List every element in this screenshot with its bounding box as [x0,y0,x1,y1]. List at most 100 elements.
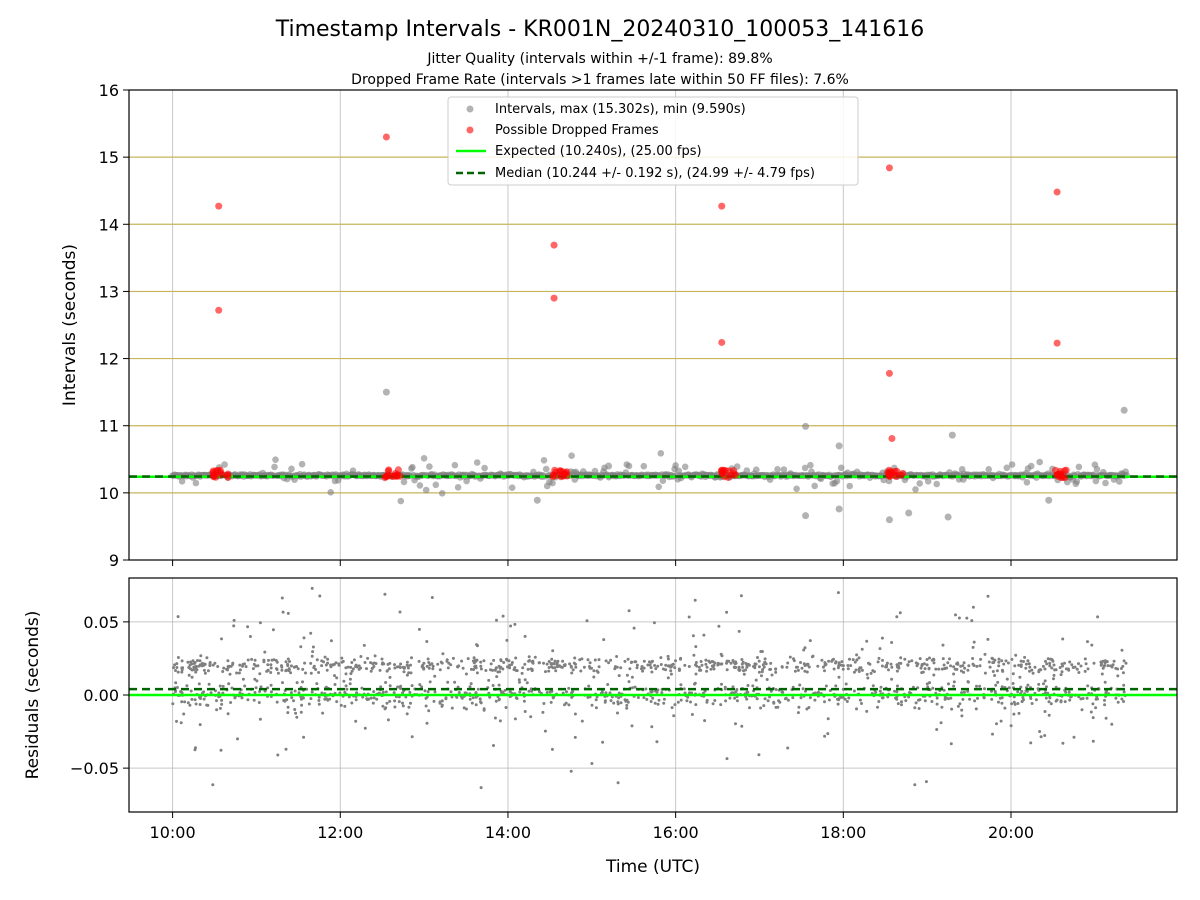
residual-point [770,673,774,677]
residual-point [517,678,521,682]
residual-point [191,659,195,663]
residual-point [525,681,529,685]
residual-point [1094,706,1098,710]
residual-point [700,663,704,667]
residual-point [927,667,931,671]
residual-point [742,672,746,676]
residual-point [1034,698,1038,702]
dropped-frame-point [550,294,558,302]
residual-point [959,669,963,673]
residual-point [824,684,828,688]
residual-point [751,684,755,688]
residual-point [196,659,199,662]
residual-point [1058,666,1062,669]
dropped-frame-point [215,306,223,314]
residual-point [649,700,653,703]
residual-point [290,696,294,700]
residual-point [479,700,482,704]
residual-point [427,709,431,713]
residual-point [839,695,843,699]
residual-point [890,665,894,669]
residual-point [1030,668,1034,672]
residuals-points [171,586,1128,790]
interval-point [409,463,416,471]
residual-point [541,710,545,714]
intervals-x-ticks [172,560,1012,566]
residual-point [1022,698,1025,702]
residual-point [1103,661,1107,665]
residual-point [602,638,606,642]
residual-point [1116,674,1120,678]
residual-point [246,698,250,702]
residual-point [188,703,192,707]
residual-point [747,663,751,667]
residual-point [627,680,631,684]
residual-point [935,696,939,700]
residual-point [813,698,817,702]
residual-point [653,664,657,667]
residual-point [253,691,257,694]
residual-point [550,747,554,751]
dropped-frame-point [722,467,729,475]
residual-point [475,643,479,647]
residual-point [642,666,646,670]
residual-point [433,674,437,678]
residual-point [473,658,477,662]
residual-point [284,668,288,672]
residual-point [401,701,404,705]
intervals-y-tick-label: 13 [99,282,119,301]
interval-point [807,461,814,469]
residual-point [570,691,574,695]
interval-outlier-point [835,505,843,513]
residual-point [853,660,857,664]
time-x-tick-label: 14:00 [485,823,531,842]
residual-point [649,690,653,694]
residual-point [363,726,367,730]
residual-point [1048,696,1052,700]
residual-point [309,697,313,701]
residual-point [383,592,387,596]
residual-point [865,639,869,643]
residual-point [493,716,497,720]
residual-point [925,682,929,686]
residual-point [619,666,623,670]
residual-point [997,660,1001,664]
residual-point [354,698,358,702]
residual-point [192,662,196,665]
residual-point [238,663,242,667]
residual-point [630,675,634,679]
intervals-y-tick-label: 14 [99,215,119,234]
dropped-frame-point [885,164,893,172]
residual-point [544,670,547,674]
legend-expected-label: Expected (10.240s), (25.00 fps) [495,144,702,159]
residual-point [498,719,502,723]
residual-point [176,615,180,619]
residual-point [1037,670,1041,674]
residual-point [962,661,966,665]
residual-point [995,722,998,726]
residual-point [450,706,454,710]
residual-point [551,695,555,699]
residual-point [928,681,931,685]
residual-point [499,659,503,663]
residual-point [510,661,514,664]
residual-point [1019,685,1023,689]
residual-point [836,702,840,706]
residual-point [354,663,358,667]
residual-point [719,703,723,707]
residual-point [713,699,717,702]
residual-point [1091,739,1095,743]
residual-point [172,666,175,670]
residual-point [962,690,966,694]
residual-point [207,682,211,686]
interval-point [451,461,459,469]
residual-point [495,675,499,679]
residual-point [662,697,666,701]
residual-point [635,666,639,670]
residual-point [687,615,691,619]
residual-point [653,701,657,705]
residual-point [341,659,345,663]
residual-point [551,666,555,670]
residual-point [776,705,780,709]
residual-point [713,661,717,665]
